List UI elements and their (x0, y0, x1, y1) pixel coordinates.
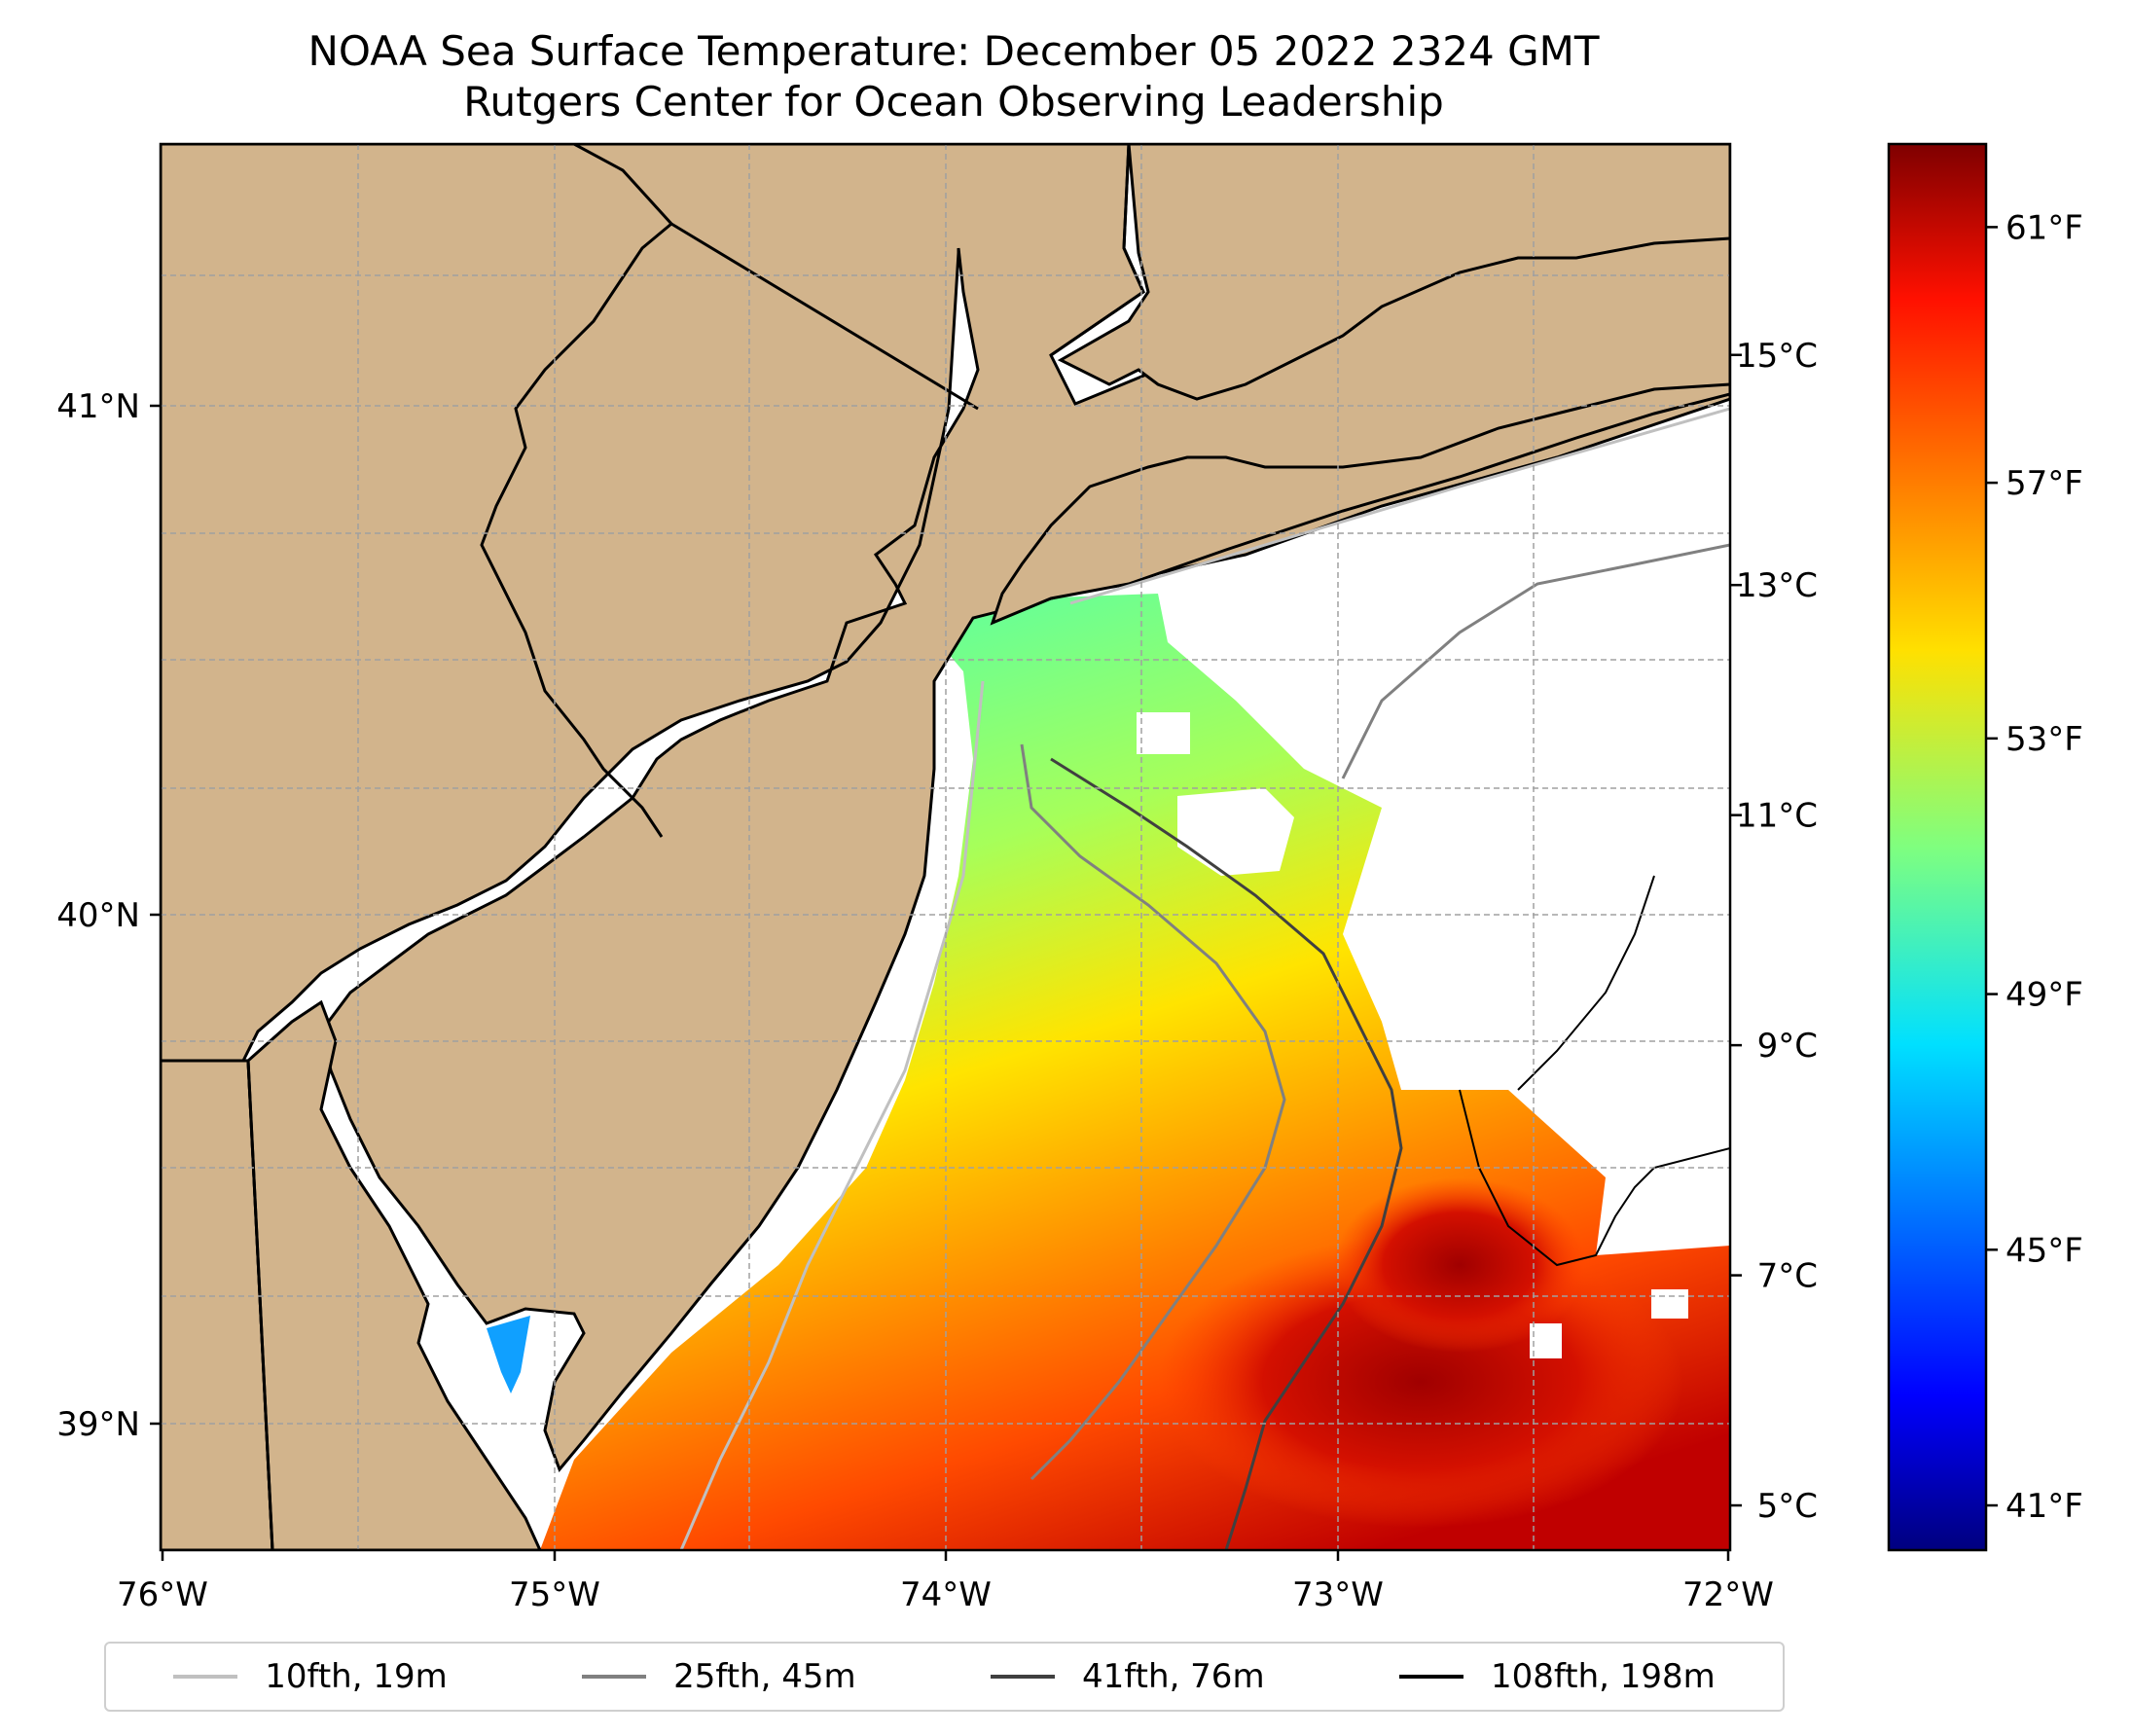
gridlines (161, 144, 1730, 1550)
x-tick-label: 76°W (117, 1575, 208, 1614)
cloud-gap (1177, 788, 1294, 876)
legend-item-10fth: 10fth, 19m (173, 1657, 448, 1696)
legend-label: 108fth, 198m (1490, 1657, 1716, 1696)
colorbar-label-c: 9°C (1757, 1027, 1818, 1066)
colorbar-ticks: 61°F 57°F 53°F 49°F 45°F 41°F 15°C 13°C 11°C 9°C 7… (1730, 208, 2083, 1526)
legend-line-icon (173, 1675, 238, 1679)
legend-label: 25fth, 45m (673, 1657, 856, 1696)
colorbar-label-c: 5°C (1757, 1487, 1818, 1526)
colorbar-label-f: 53°F (2006, 720, 2083, 759)
contour-legend: 10fth, 19m 25fth, 45m 41fth, 76m 108fth,… (104, 1642, 1785, 1712)
y-tick-label: 39°N (56, 1405, 140, 1444)
cloud-gap (1530, 1323, 1562, 1358)
x-tick-label: 72°W (1682, 1575, 1774, 1614)
x-tick-label: 73°W (1292, 1575, 1384, 1614)
contour-25fth (1020, 743, 1286, 1481)
x-tick-label: 74°W (900, 1575, 992, 1614)
long-island (990, 382, 1730, 626)
colorbar-label-c: 11°C (1736, 797, 1818, 836)
land-delmarva (246, 999, 542, 1550)
x-tick-label: 75°W (509, 1575, 600, 1614)
state-border (1050, 144, 1145, 357)
land-connecticut (1057, 144, 1730, 401)
colorbar-label-c: 15°C (1736, 337, 1818, 376)
colorbar (1887, 142, 1988, 1552)
contour-25fth (1341, 543, 1730, 779)
colorbar-label-c: 7°C (1757, 1257, 1818, 1296)
cloud-gap (1137, 712, 1190, 754)
map-title: NOAA Sea Surface Temperature: December 0… (307, 27, 1600, 75)
y-tick-label: 41°N (56, 387, 140, 426)
contour-41fth (1050, 757, 1403, 1550)
contour-108fth (1459, 1089, 1730, 1267)
colorbar-label-f: 57°F (2006, 464, 2083, 503)
state-border (480, 144, 674, 838)
state-border (670, 222, 979, 411)
legend-line-icon (582, 1675, 647, 1679)
y-tick-label: 40°N (56, 896, 140, 935)
sst-cold-patch (487, 1316, 530, 1393)
map-subtitle: Rutgers Center for Ocean Observing Leade… (463, 78, 1444, 126)
contour-10fth (1069, 407, 1730, 605)
colorbar-label-c: 13°C (1736, 566, 1818, 605)
state-border (246, 1060, 274, 1550)
legend-line-icon (991, 1675, 1056, 1679)
colorbar-label-f: 49°F (2006, 976, 2083, 1015)
colorbar-label-f: 45°F (2006, 1231, 2083, 1270)
legend-item-41fth: 41fth, 76m (991, 1657, 1265, 1696)
legend-item-108fth: 108fth, 198m (1398, 1657, 1716, 1696)
legend-label: 10fth, 19m (265, 1657, 448, 1696)
legend-label: 41fth, 76m (1082, 1657, 1265, 1696)
legend-item-25fth: 25fth, 45m (582, 1657, 856, 1696)
sst-warm-patch (1333, 1177, 1586, 1353)
colorbar-label-f: 61°F (2006, 208, 2083, 247)
colorbar-label-f: 41°F (2006, 1487, 2083, 1526)
contour-10fth (679, 680, 985, 1550)
axis-ticks (150, 404, 1730, 1561)
cloud-gap (1651, 1289, 1688, 1319)
legend-line-icon (1398, 1675, 1463, 1679)
